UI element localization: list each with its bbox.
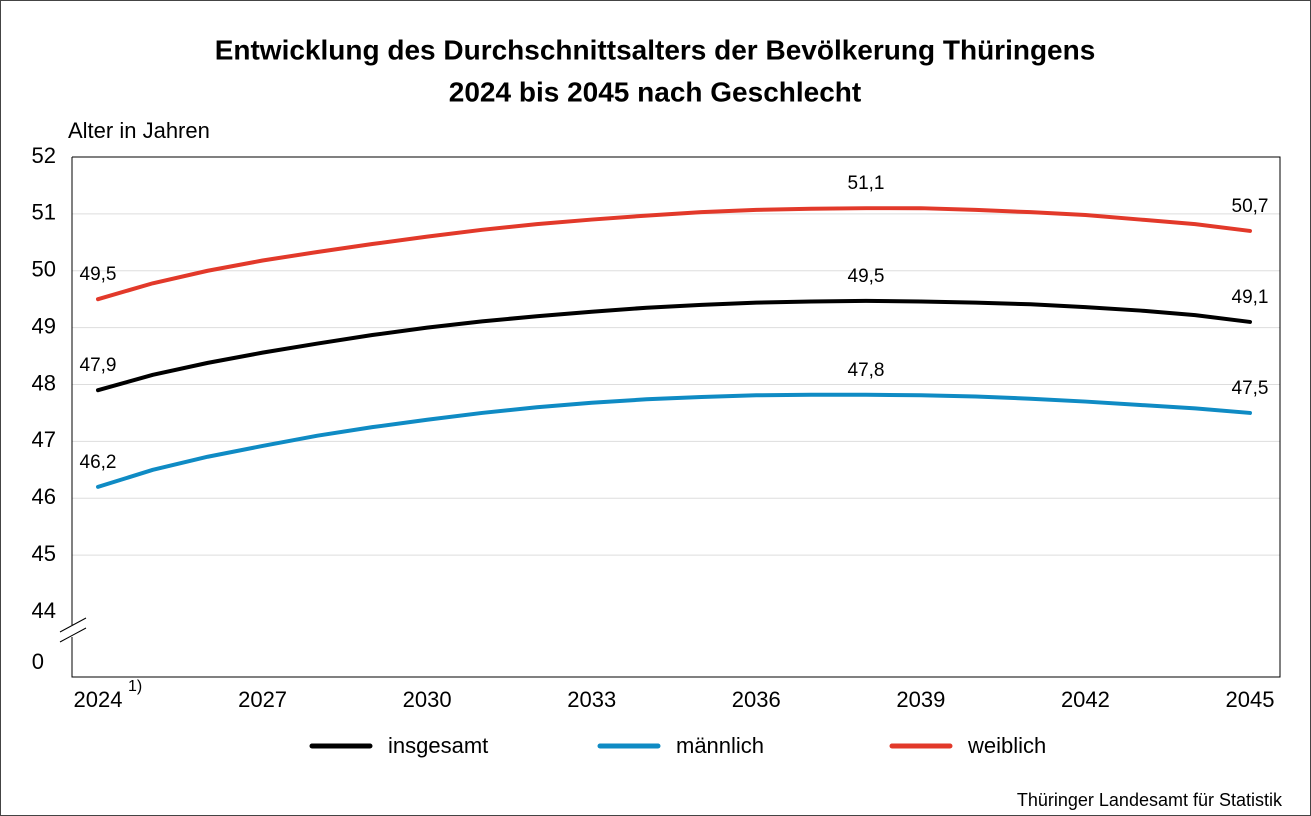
line bbox=[96, 392, 1252, 489]
legend-label: weiblich bbox=[967, 733, 1046, 758]
x-tick-label: 2033 bbox=[567, 687, 616, 712]
x-tick-label: 2045 bbox=[1226, 687, 1275, 712]
data-label: 49,5 bbox=[80, 264, 117, 285]
y-tick-label: 49 bbox=[32, 313, 56, 338]
axis-break bbox=[59, 627, 87, 643]
source: Thüringer Landesamt für Statistik bbox=[1017, 790, 1283, 810]
x-tick-note: 1) bbox=[128, 678, 142, 695]
y-tick-label: 47 bbox=[32, 427, 56, 452]
data-label: 49,1 bbox=[1232, 287, 1269, 308]
x-tick-label: 2042 bbox=[1061, 687, 1110, 712]
x-tick-label: 2024 bbox=[74, 687, 123, 712]
data-label: 51,1 bbox=[848, 173, 885, 194]
data-label: 50,7 bbox=[1232, 196, 1269, 217]
y-tick-label: 44 bbox=[32, 598, 56, 623]
data-label: 47,5 bbox=[1232, 378, 1269, 399]
data-label: 49,5 bbox=[848, 266, 885, 287]
plot-frame bbox=[71, 156, 1281, 678]
x-tick-label: 2030 bbox=[403, 687, 452, 712]
x-tick-label: 2039 bbox=[896, 687, 945, 712]
x-tick-label: 2036 bbox=[732, 687, 781, 712]
legend-label: männlich bbox=[676, 733, 764, 758]
y-tick-label: 48 bbox=[32, 370, 56, 395]
y-tick-label: 51 bbox=[32, 200, 56, 225]
x-tick-label: 2027 bbox=[238, 687, 287, 712]
y-tick-label: 52 bbox=[32, 143, 56, 168]
axis-break bbox=[59, 617, 87, 633]
data-label: 47,8 bbox=[848, 360, 885, 381]
chart-title: Entwicklung des Durchschnittsalters der … bbox=[215, 34, 1096, 65]
y-tick-label: 0 bbox=[32, 649, 44, 674]
data-label: 46,2 bbox=[80, 452, 117, 473]
y-axis-label: Alter in Jahren bbox=[68, 118, 210, 143]
data-label: 47,9 bbox=[80, 355, 117, 376]
line bbox=[96, 298, 1252, 393]
y-tick-label: 46 bbox=[32, 484, 56, 509]
line bbox=[96, 206, 1252, 302]
y-tick-label: 50 bbox=[32, 257, 56, 282]
legend-label: insgesamt bbox=[388, 733, 488, 758]
chart-title: 2024 bis 2045 nach Geschlecht bbox=[449, 76, 861, 107]
y-tick-label: 45 bbox=[32, 541, 56, 566]
